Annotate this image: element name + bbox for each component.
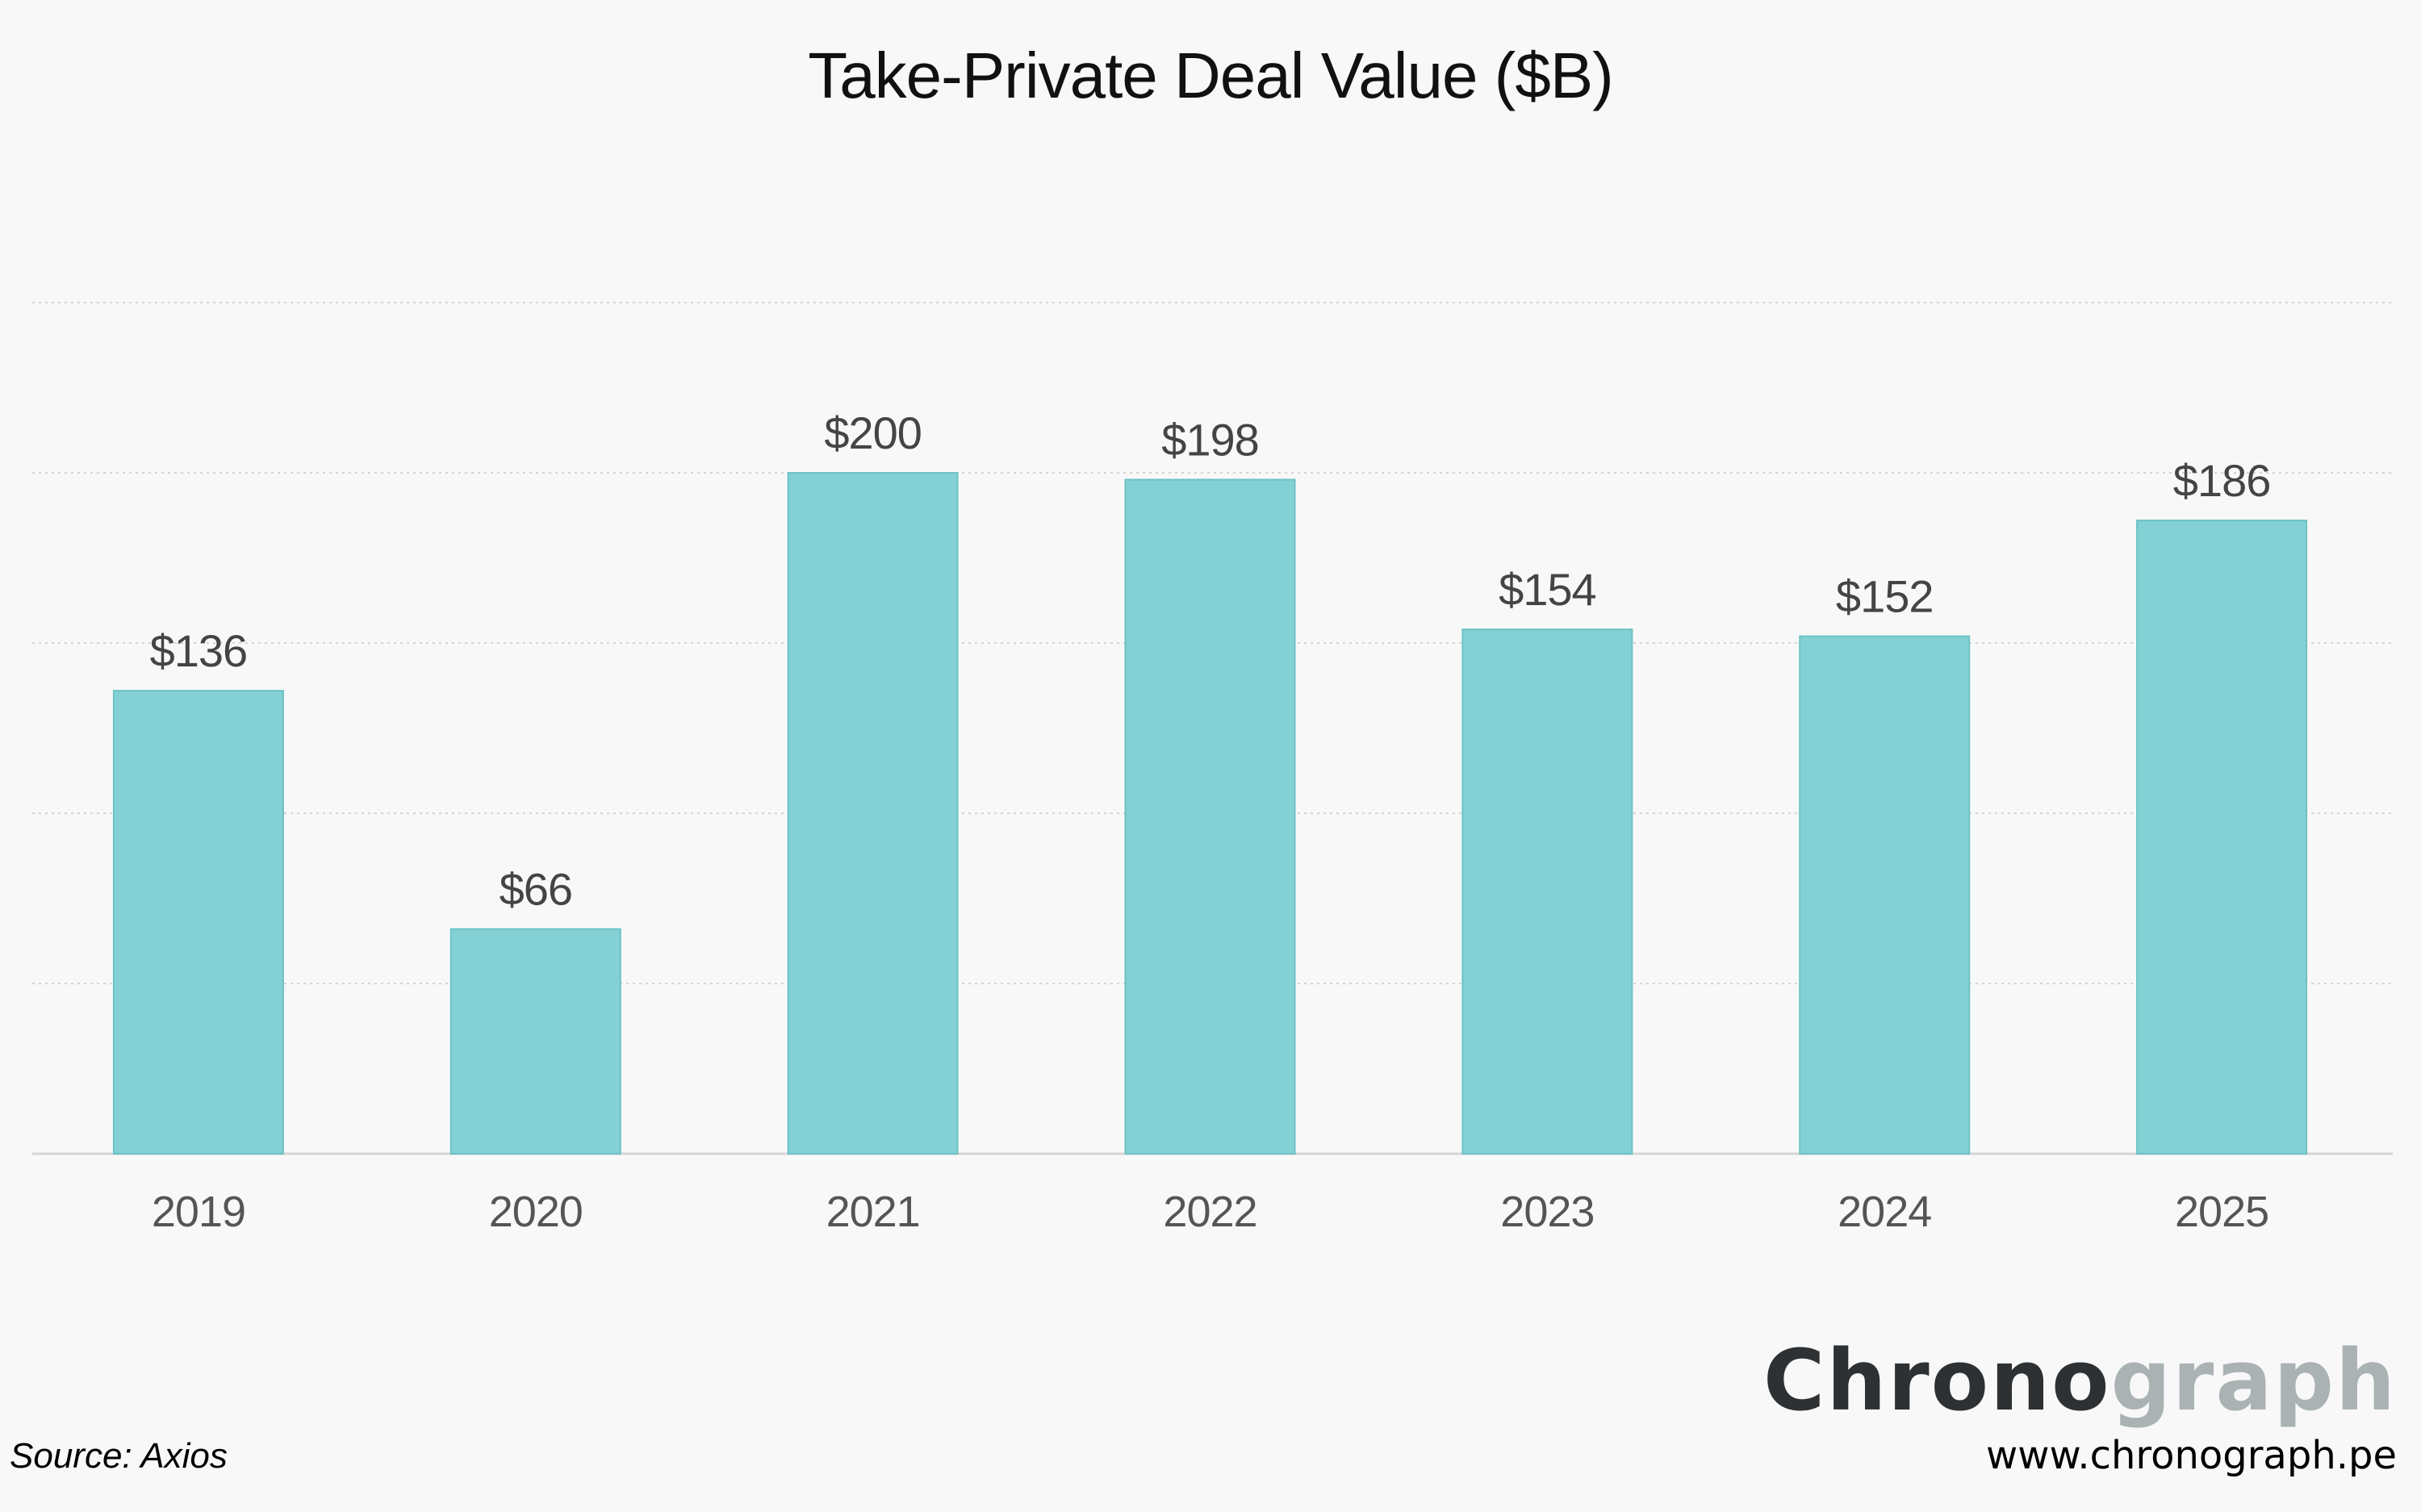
x-tick-labels: 2019 2020 2021 2022 2023 2024 2025 xyxy=(152,1188,2269,1236)
source-note: Source: Axios xyxy=(10,1436,228,1476)
bar-2021 xyxy=(787,472,959,1155)
brand-logo: Chronograph xyxy=(1763,1331,2397,1430)
brand-logo-part1: Chrono xyxy=(1763,1331,2111,1430)
data-label-2023: $154 xyxy=(1499,564,1596,615)
x-tick-label-2023: 2023 xyxy=(1500,1188,1594,1236)
data-label-2024: $152 xyxy=(1836,571,1934,622)
x-tick-label-2025: 2025 xyxy=(2175,1188,2268,1236)
bar-2019 xyxy=(112,690,284,1155)
x-tick-label-2020: 2020 xyxy=(489,1188,583,1236)
data-label-2025: $186 xyxy=(2173,455,2271,506)
bar-2020 xyxy=(449,928,621,1155)
bar-2024 xyxy=(1799,635,1971,1155)
x-tick-label-2021: 2021 xyxy=(826,1188,920,1236)
data-label-2022: $198 xyxy=(1161,414,1259,465)
data-labels: $136 $66 $200 $198 $154 $152 $186 xyxy=(150,407,2272,914)
chart-title: Take-Private Deal Value ($B) xyxy=(808,40,1614,111)
data-label-2020: $66 xyxy=(500,863,572,914)
bar-2023 xyxy=(1461,629,1633,1155)
bar-2025 xyxy=(2136,520,2308,1155)
x-tick-label-2022: 2022 xyxy=(1163,1188,1256,1236)
bars xyxy=(112,472,2308,1155)
x-tick-label-2024: 2024 xyxy=(1838,1188,1931,1236)
x-tick-label-2019: 2019 xyxy=(152,1188,245,1236)
brand-logo-part2: graph xyxy=(2110,1331,2397,1430)
data-label-2019: $136 xyxy=(150,625,248,676)
website-link[interactable]: www.chronograph.pe xyxy=(1985,1433,2397,1478)
bar-2022 xyxy=(1124,478,1296,1155)
data-label-2021: $200 xyxy=(824,407,922,458)
